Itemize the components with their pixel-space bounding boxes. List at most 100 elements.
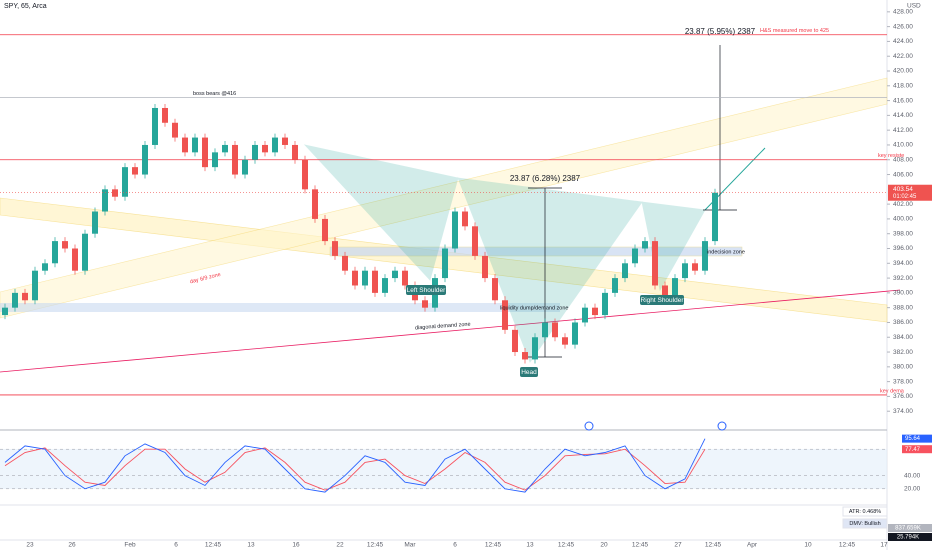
- candle: [622, 263, 628, 279]
- x-tick-label: 12:45: [367, 542, 384, 549]
- osc-band: [0, 449, 887, 489]
- x-tick-label: 13: [247, 542, 255, 549]
- candle: [332, 241, 338, 256]
- x-tick-label: 22: [336, 542, 344, 549]
- atr: ATR: 0.468%: [849, 509, 881, 515]
- symbol: SPY, 65, Arca: [4, 3, 47, 10]
- candle: [32, 270, 38, 301]
- label-box: [520, 367, 538, 377]
- candle: [262, 144, 268, 153]
- x-tick-label: 12:45: [558, 542, 575, 549]
- y-tick-label: 396.00: [893, 245, 913, 252]
- y-tick-label: 414.00: [893, 112, 913, 119]
- head: Head: [521, 369, 537, 376]
- y-tick-label: 428.00: [893, 9, 913, 16]
- indecision-zone: [329, 246, 743, 257]
- x-tick-label: 10: [804, 542, 812, 549]
- y-tick-label: 380.00: [893, 364, 913, 371]
- y-tick-label: 420.00: [893, 68, 913, 75]
- x-tick-label: 12:45: [632, 542, 649, 549]
- candle: [92, 211, 98, 234]
- candle: [252, 144, 258, 160]
- candle: [172, 122, 178, 138]
- y-tick-label: 394.00: [893, 260, 913, 267]
- candle: [402, 270, 408, 286]
- y-tick-label: 408.00: [893, 156, 913, 163]
- y-tick-label: 374.00: [893, 408, 913, 415]
- candle: [542, 322, 548, 338]
- candle: [392, 270, 398, 279]
- candle: [122, 167, 128, 197]
- candle: [602, 292, 608, 316]
- candle: [112, 189, 118, 197]
- x-tick-label: 26: [68, 542, 76, 549]
- y-tick-label: 376.00: [893, 393, 913, 400]
- zone-label: indecision zone: [707, 249, 745, 255]
- candle: [152, 107, 158, 145]
- y-tick-label: 412.00: [893, 127, 913, 134]
- level-label: key dema: [880, 388, 905, 394]
- candle: [712, 192, 718, 242]
- x-tick-label: 27: [674, 542, 682, 549]
- candle: [642, 241, 648, 249]
- x-tick-label: 12:45: [705, 542, 722, 549]
- osc-tag: [902, 445, 932, 454]
- candle: [72, 248, 78, 271]
- event-icon[interactable]: [717, 421, 727, 431]
- candle: [662, 285, 668, 301]
- price-tag: [888, 184, 932, 201]
- candle: [232, 144, 238, 175]
- candle: [472, 226, 478, 256]
- y-tick-label: 402.00: [893, 201, 913, 208]
- osc-tick-label: 40.00: [904, 472, 921, 479]
- level-label: key resiste: [878, 153, 904, 159]
- x-tick-label: 20: [600, 542, 608, 549]
- y-tick-label: 418.00: [893, 83, 913, 90]
- candle: [502, 300, 508, 330]
- candle: [452, 211, 458, 249]
- candle: [372, 270, 378, 293]
- candle: [442, 248, 448, 279]
- candle: [272, 137, 278, 153]
- candle: [352, 270, 358, 286]
- volume-label: 837.659K: [895, 526, 921, 532]
- candle: [592, 307, 598, 316]
- y-tick-label: 424.00: [893, 38, 913, 45]
- x-tick-label: Feb: [124, 542, 136, 549]
- dmv: DMV: Bullish: [849, 521, 880, 527]
- candle: [312, 189, 318, 219]
- candle: [302, 159, 308, 190]
- x-tick-label: 12:45: [839, 542, 856, 549]
- candle: [512, 329, 518, 353]
- candle: [322, 218, 328, 242]
- y-tick-label: 426.00: [893, 23, 913, 30]
- candle: [162, 107, 168, 123]
- x-tick-label: Apr: [747, 542, 758, 549]
- level-label: H&S measured move to 425: [760, 28, 829, 34]
- candle: [562, 337, 568, 345]
- y-tick-label: 378.00: [893, 378, 913, 385]
- candle: [62, 241, 68, 249]
- osc-d: [4, 447, 706, 491]
- info-box: [842, 518, 888, 529]
- candle: [202, 137, 208, 168]
- event-icon[interactable]: [584, 421, 594, 431]
- y-tick-label: 398.00: [893, 230, 913, 237]
- y-tick-label: 382.00: [893, 349, 913, 356]
- candle: [52, 241, 58, 264]
- x-tick-label: 12:45: [205, 542, 222, 549]
- countdown: 01:02:45: [893, 194, 917, 200]
- candle: [582, 307, 588, 323]
- candle: [22, 292, 28, 301]
- osc-value: 95.64: [905, 436, 921, 442]
- x-tick-label: 13: [526, 542, 534, 549]
- liquidity-zone: [0, 303, 560, 312]
- last-price: 403.54: [893, 186, 913, 193]
- candle: [182, 137, 188, 153]
- y-tick-label: 386.00: [893, 319, 913, 326]
- left-shoulder: Left Shoulder: [407, 287, 447, 294]
- y-tick-label: 406.00: [893, 171, 913, 178]
- candle: [362, 270, 368, 286]
- info-box: [842, 506, 888, 517]
